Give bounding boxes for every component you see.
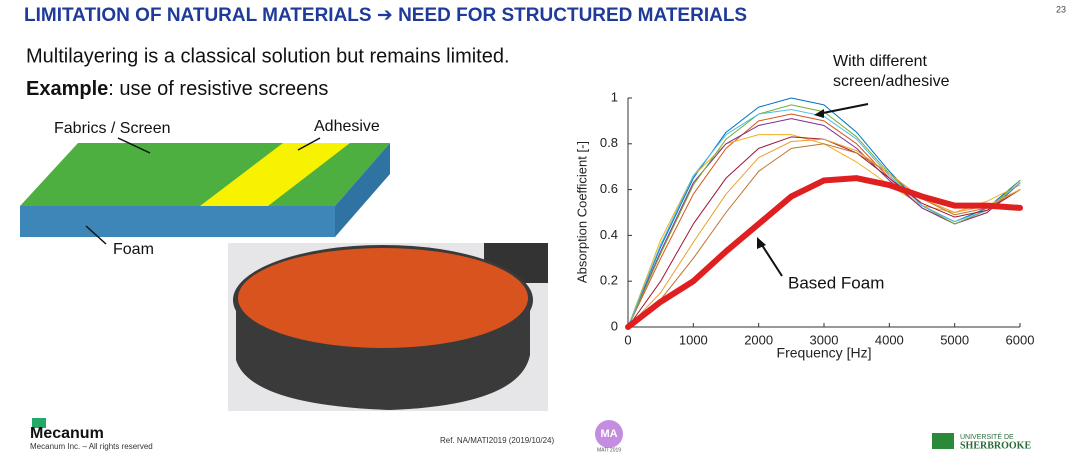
- company-logo: [32, 418, 46, 428]
- x-tick-label: 5000: [940, 332, 969, 347]
- label-adhesive: Adhesive: [314, 118, 380, 135]
- page-number: 23: [1056, 4, 1066, 14]
- x-tick-label: 1000: [679, 332, 708, 347]
- data-line: [627, 97, 1021, 328]
- data-line: [627, 118, 1021, 328]
- adhesive-layer: [200, 143, 350, 206]
- x-tick-label: 6000: [1006, 332, 1035, 347]
- label-screen: Fabrics / Screen: [54, 120, 170, 137]
- x-tick-label: 2000: [744, 332, 773, 347]
- conference-logo-text: MA: [600, 428, 617, 440]
- university-line: SHERBROOKE: [960, 440, 1031, 451]
- foam-front: [20, 206, 335, 237]
- conference-name: MATI 2019: [597, 447, 621, 453]
- y-tick-label: 0.6: [600, 181, 618, 196]
- x-tick-label: 0: [624, 332, 631, 347]
- y-tick-label: 0.4: [600, 227, 618, 242]
- y-axis-label: Absorption Coefficient [-]: [574, 141, 589, 283]
- annotation-arrowhead: [757, 237, 766, 249]
- data-line: [627, 138, 1021, 328]
- annotation-arrowhead: [814, 109, 824, 118]
- data-line: [627, 113, 1021, 328]
- pointer: [117, 137, 151, 154]
- annotation: screen/adhesive: [833, 73, 950, 90]
- reference: Ref. NA/MATI2019 (2019/10/24): [440, 436, 554, 445]
- y-tick-label: 1: [611, 89, 618, 104]
- x-tick-label: 3000: [810, 332, 839, 347]
- x-axis-label: Frequency [Hz]: [777, 345, 872, 361]
- data-line: [627, 108, 1021, 328]
- text-line: Example: use of resistive screens: [26, 78, 328, 100]
- rights: Mecanum Inc. – All rights reserved: [30, 442, 153, 451]
- annotation: With different: [833, 53, 928, 70]
- y-tick-label: 0.2: [600, 273, 618, 288]
- conference-logo: [595, 420, 623, 448]
- annotation: Based Foam: [788, 273, 884, 292]
- pointer: [85, 225, 107, 245]
- y-tick-label: 0.8: [600, 135, 618, 150]
- label-foam: Foam: [113, 241, 154, 258]
- pointer: [297, 137, 321, 151]
- university-line: UNIVERSITÉ DE: [960, 432, 1014, 441]
- data-line: [627, 134, 1021, 328]
- text-span: : use of resistive screens: [108, 78, 328, 100]
- company-name: Mecanum: [30, 425, 104, 442]
- y-tick-label: 0: [611, 318, 618, 333]
- x-tick-label: 4000: [875, 332, 904, 347]
- data-line: [625, 175, 1023, 330]
- data-line: [627, 136, 1021, 328]
- plot-area: 0 0.2 0.4 0.6 0.8 1 0 1000 2000 3000 4000 5000 6000: [600, 89, 1035, 347]
- slide-title: LIMITATION OF NATURAL MATERIALS ➔ NEED F…: [24, 5, 747, 26]
- emphasis: Example: [26, 78, 108, 100]
- university-logo: [932, 433, 954, 449]
- foam-side: [335, 143, 390, 237]
- annotation-arrow: [817, 103, 869, 115]
- annotation-arrow: [759, 241, 783, 277]
- data-line: [627, 143, 1021, 328]
- text-line: Multilayering is a classical solution bu…: [26, 45, 510, 67]
- photo-screen-top: [238, 248, 528, 348]
